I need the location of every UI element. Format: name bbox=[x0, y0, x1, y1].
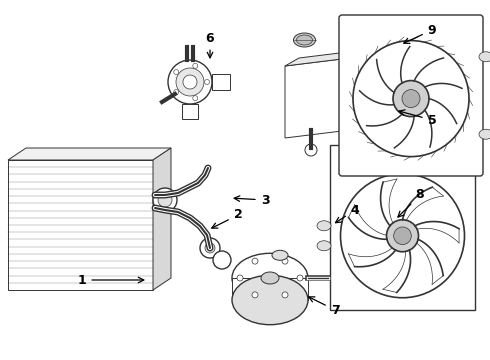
Circle shape bbox=[174, 90, 179, 94]
Ellipse shape bbox=[479, 52, 490, 62]
FancyBboxPatch shape bbox=[339, 15, 483, 176]
Circle shape bbox=[282, 292, 288, 298]
Text: 9: 9 bbox=[404, 23, 436, 44]
Text: 4: 4 bbox=[336, 203, 359, 223]
Polygon shape bbox=[232, 278, 308, 300]
Ellipse shape bbox=[272, 250, 288, 260]
Bar bbox=[212, 74, 230, 90]
Circle shape bbox=[305, 144, 317, 156]
Circle shape bbox=[168, 60, 212, 104]
Text: 2: 2 bbox=[212, 208, 243, 228]
Circle shape bbox=[174, 69, 179, 75]
Circle shape bbox=[193, 63, 198, 68]
Text: 5: 5 bbox=[399, 110, 437, 126]
Polygon shape bbox=[8, 148, 171, 160]
Ellipse shape bbox=[261, 272, 279, 284]
Ellipse shape bbox=[317, 241, 331, 251]
Circle shape bbox=[252, 292, 258, 298]
Circle shape bbox=[193, 96, 198, 101]
Text: 6: 6 bbox=[206, 31, 214, 58]
Bar bbox=[182, 104, 198, 119]
Bar bbox=[8, 160, 153, 290]
Circle shape bbox=[153, 188, 177, 212]
Circle shape bbox=[213, 251, 231, 269]
Circle shape bbox=[393, 81, 429, 117]
Ellipse shape bbox=[479, 129, 490, 139]
Circle shape bbox=[237, 275, 243, 281]
Ellipse shape bbox=[296, 35, 313, 45]
Circle shape bbox=[158, 193, 172, 207]
Polygon shape bbox=[350, 50, 364, 130]
Ellipse shape bbox=[232, 275, 308, 325]
Polygon shape bbox=[285, 50, 364, 66]
Circle shape bbox=[183, 75, 197, 89]
Ellipse shape bbox=[317, 221, 331, 231]
Circle shape bbox=[176, 68, 204, 96]
Circle shape bbox=[297, 275, 303, 281]
Polygon shape bbox=[285, 58, 350, 138]
Bar bbox=[330, 145, 475, 310]
Ellipse shape bbox=[232, 253, 308, 303]
Text: 7: 7 bbox=[309, 297, 340, 316]
Circle shape bbox=[204, 80, 210, 85]
Circle shape bbox=[252, 258, 258, 264]
Text: 8: 8 bbox=[398, 189, 424, 217]
Circle shape bbox=[282, 258, 288, 264]
Circle shape bbox=[393, 227, 411, 244]
Text: 3: 3 bbox=[234, 194, 270, 207]
Circle shape bbox=[387, 220, 418, 252]
Circle shape bbox=[353, 41, 469, 157]
Circle shape bbox=[205, 243, 215, 253]
Circle shape bbox=[402, 90, 420, 108]
Text: 1: 1 bbox=[77, 274, 144, 287]
Circle shape bbox=[341, 174, 465, 298]
Polygon shape bbox=[153, 148, 171, 290]
Circle shape bbox=[200, 238, 220, 258]
Ellipse shape bbox=[294, 33, 316, 47]
